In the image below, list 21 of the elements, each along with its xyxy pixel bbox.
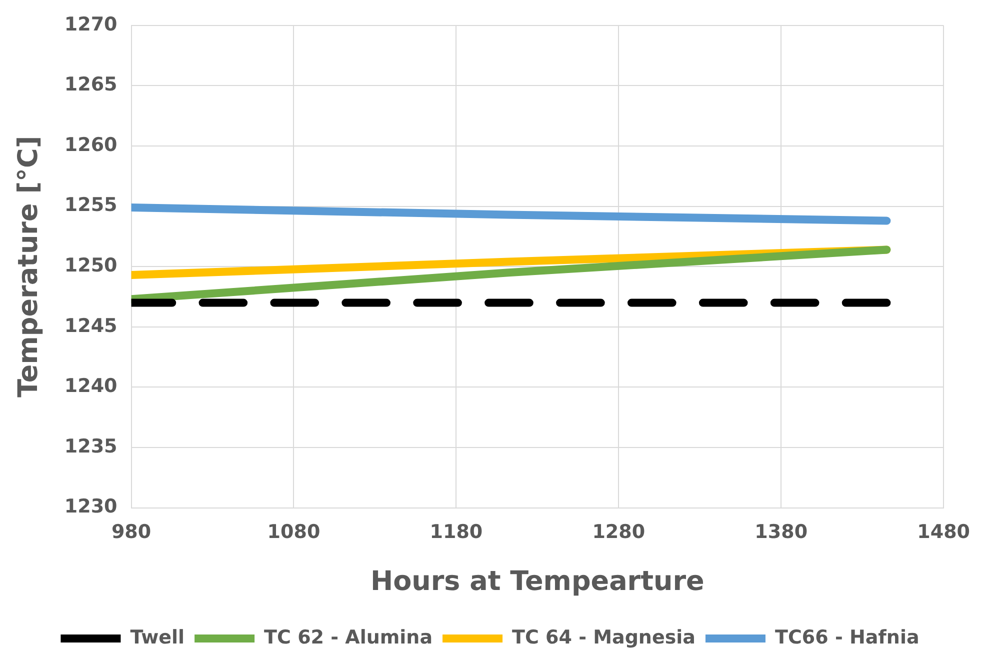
y-tick-label: 1235 <box>64 435 118 458</box>
x-tick-label: 980 <box>111 521 152 544</box>
x-tick-label: 1180 <box>430 521 483 544</box>
y-tick-label: 1255 <box>64 194 118 216</box>
legend-label: TC 62 - Alumina <box>264 626 433 648</box>
x-tick-label: 1080 <box>267 521 320 544</box>
x-tick-label: 1380 <box>754 521 808 544</box>
legend-label: Twell <box>130 626 185 648</box>
y-axis-title: Temperature [°C] <box>13 136 44 398</box>
legend-label: TC 64 - Magnesia <box>512 626 696 648</box>
x-axis-title: Hours at Tempearture <box>370 566 704 597</box>
x-tick-label: 1280 <box>592 521 646 544</box>
y-tick-label: 1250 <box>64 254 118 277</box>
y-tick-label: 1260 <box>64 134 118 156</box>
y-tick-label: 1270 <box>64 13 118 36</box>
y-tick-label: 1265 <box>64 74 118 96</box>
y-tick-label: 1230 <box>64 496 118 518</box>
y-tick-label: 1245 <box>64 314 118 337</box>
legend-label: TC66 - Hafnia <box>774 626 920 648</box>
y-tick-label: 1240 <box>64 375 118 398</box>
x-tick-label: 1480 <box>917 521 970 544</box>
